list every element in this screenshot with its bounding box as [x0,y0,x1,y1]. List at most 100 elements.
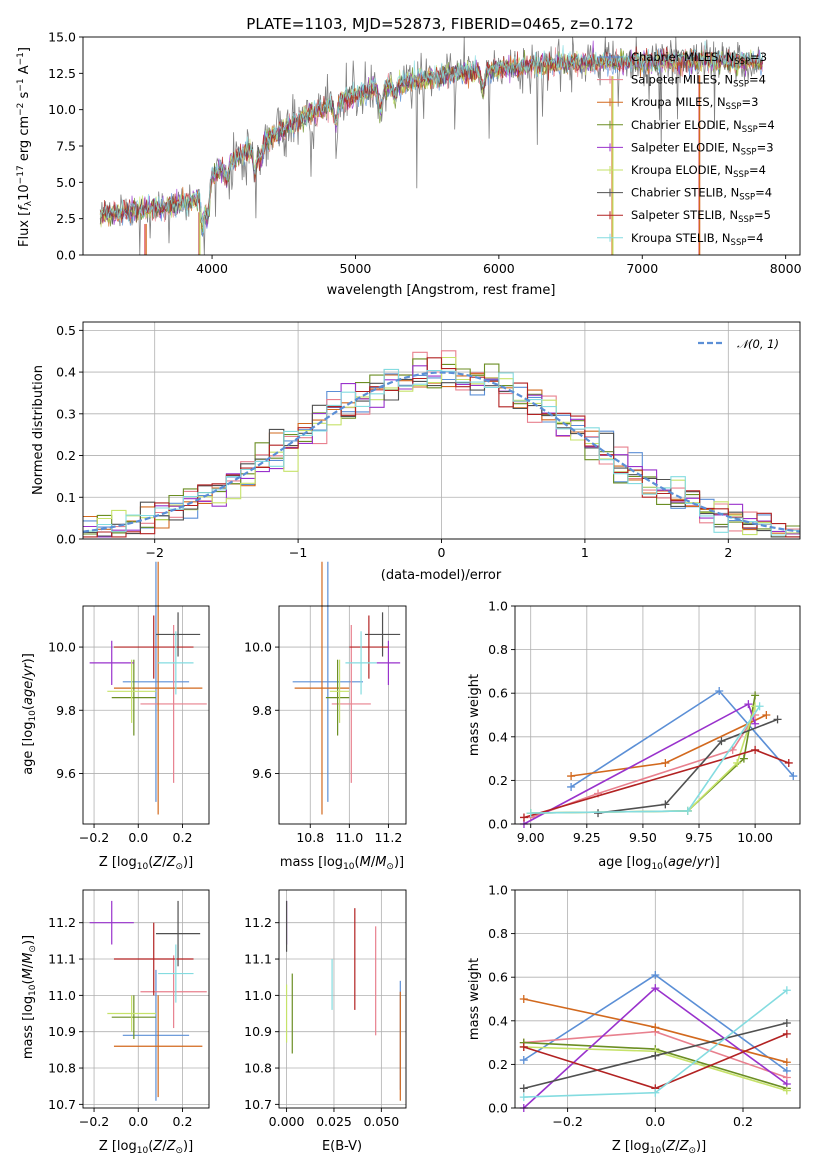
age-vs-metallicity-xlabel: Z [log10(Z/Z⊙)] [99,855,193,872]
mass-weight-marker-chabrier-miles [519,1056,528,1065]
mass-weight-marker-chabrier-stelib [717,737,726,746]
mass-weight-marker-kroupa-stelib [651,1088,660,1097]
mass-vs-ebv-points [285,900,401,1101]
x-tick-label: −1 [289,545,307,560]
y-tick-label: 0.4 [488,729,508,744]
mass-weight-marker-salpeter-stelib [519,813,528,822]
legend-label-salpeter-elodie: Salpeter ELODIE, NSSP=3 [631,140,774,157]
legend-label-salpeter-miles: Salpeter MILES, NSSP=4 [631,73,766,90]
x-tick-label: 10.00 [737,830,773,845]
x-tick-label: 10.8 [296,830,324,845]
x-tick-label: 11.2 [374,830,402,845]
mass-weight-marker-salpeter-stelib [784,758,793,767]
y-tick-label: 0.2 [56,448,76,463]
y-tick-label: 10.8 [48,1061,76,1076]
mass-weight-marker-salpeter-stelib [519,1042,528,1051]
mass-weight-marker-salpeter-elodie [744,700,753,709]
mass-weight-line-chabrier-stelib [597,718,778,814]
y-tick-label: 10.9 [48,1024,76,1039]
mass-weight-vs-age-xlabel: age [log10(age/yr)] [598,855,720,872]
spectrum-ticks: 4000 5000 6000 7000 8000 0.0 2.5 5.0 7.5 10.0 12.5… [48,30,801,277]
mass-weight-marker-kroupa-elodie [733,758,742,767]
mass-weight-marker-chabrier-stelib [773,715,782,724]
x-tick-label: 9.00 [517,830,545,845]
mass-weight-marker-chabrier-stelib [519,1084,528,1093]
y-tick-label: 0.8 [488,926,508,941]
residuals-xlabel: (data-model)/error [381,568,502,583]
mass-weight-marker-chabrier-elodie [751,691,760,700]
mass-weight-marker-chabrier-elodie [739,754,748,763]
x-tick-label: −2 [145,545,163,560]
legend-label-kroupa-miles: Kroupa MILES, NSSP=3 [631,95,758,112]
residuals-ticks: −2 −1 0 1 2 0.0 0.1 0.2 0.3 0.4 0.5 [56,323,732,560]
mass-weight-marker-chabrier-miles [651,971,660,980]
x-tick-label: 6000 [483,261,515,276]
age-vs-mass-points [292,561,401,815]
mass-weight-marker-chabrier-stelib [782,1018,791,1027]
y-tick-label: 0.4 [56,365,76,380]
y-tick-label: 10.0 [244,640,272,655]
age-vs-mass-frame [278,605,407,825]
x-tick-label: 0.0 [645,1114,665,1129]
legend-label-kroupa-stelib: Kroupa STELIB, NSSP=4 [631,231,763,248]
x-tick-label: 0.0 [128,830,148,845]
y-tick-label: 0.6 [488,686,508,701]
y-tick-label: 0.6 [488,970,508,985]
x-tick-label: 2 [724,545,732,560]
residuals-panel: −2 −1 0 1 2 0.0 0.1 0.2 0.3 0.4 0.5 𝒩(0, 1) (data-… [31,321,801,583]
y-tick-label: 10.0 [48,640,76,655]
spectrum-fit-line-kroupa-stelib [99,40,764,234]
mass-weight-vs-metallicity-ylabel: mass weight [467,958,482,1040]
mass-vs-metallicity-frame [82,889,210,1109]
mass-vs-ebv-panel: 0.000 0.025 0.05010.710.810.911.011.111.2 … [244,889,407,1154]
y-tick-label: 9.6 [252,766,272,781]
legend-label-chabrier-miles: Chabrier MILES, NSSP=3 [631,50,767,67]
x-tick-label: −0.2 [79,1114,109,1129]
age-vs-mass-ticks: 10.8 11.0 11.2 9.6 9.8 10.0 [244,640,402,845]
x-tick-label: 9.25 [573,830,601,845]
mass-weight-marker-salpeter-elodie [751,719,760,728]
y-tick-label: 0.5 [56,323,76,338]
mass-weight-marker-kroupa-elodie [782,1086,791,1095]
mass-weight-marker-salpeter-stelib [751,745,760,754]
y-tick-label: 11.1 [48,952,76,967]
residual-histogram-kroupa-stelib [83,368,800,536]
spectrum-title: PLATE=1103, MJD=52873, FIBERID=0465, z=0… [246,15,633,33]
spectrum-legend: Chabrier MILES, NSSP=3 Salpeter MILES, NS… [597,50,775,248]
mass-weight-marker-kroupa-miles [661,758,670,767]
age-vs-metallicity-grid [83,606,209,824]
residuals-frame [82,321,801,540]
y-tick-label: 10.7 [244,1097,272,1112]
mass-weight-vs-metallicity-panel: −0.2 0.0 0.2 0.0 0.2 0.4 0.6 0.8 1.0 Z [log10(Z/… [467,883,801,1156]
age-vs-mass-panel: 10.8 11.0 11.2 9.6 9.8 10.0 mass [log10(M/M⊙)… [244,561,407,872]
y-tick-label: 10.7 [48,1097,76,1112]
y-tick-label: 1.0 [488,883,508,898]
mass-vs-metallicity-points [89,900,207,1101]
x-tick-label: −0.2 [552,1114,582,1129]
y-tick-label: 0.8 [488,642,508,657]
x-tick-label: 0 [438,545,446,560]
mass-weight-vs-metallicity-ticks: −0.2 0.0 0.2 0.0 0.2 0.4 0.6 0.8 1.0 [488,883,753,1130]
x-tick-label: 4000 [196,261,228,276]
y-tick-label: 12.5 [48,66,76,81]
mass-weight-vs-metallicity-xlabel: Z [log10(Z/Z⊙)] [612,1139,706,1156]
mass-weight-marker-kroupa-stelib [526,809,535,818]
normal-legend-label: 𝒩(0, 1) [737,337,779,351]
spectrum-panel: PLATE=1103, MJD=52873, FIBERID=0465, z=0… [16,15,802,298]
y-tick-label: 9.8 [56,703,76,718]
mass-vs-metallicity-panel: −0.2 0.0 0.2 10.7 10.8 10.9 11.0 11.1 11.2 Z [lo… [21,889,210,1156]
y-tick-label: 9.8 [252,703,272,718]
y-tick-label: 0.0 [488,1101,508,1116]
mass-weight-marker-chabrier-miles [789,772,798,781]
x-tick-label: 0.2 [173,830,193,845]
y-tick-label: 9.6 [56,766,76,781]
mass-weight-marker-salpeter-elodie [651,984,660,993]
x-tick-label: 5000 [340,261,372,276]
mass-weight-marker-salpeter-stelib [782,1029,791,1038]
x-tick-label: 8000 [770,261,802,276]
y-tick-label: 0.0 [488,817,508,832]
y-tick-label: 0.2 [488,773,508,788]
mass-vs-ebv-frame [278,889,407,1109]
x-tick-label: 0.000 [269,1114,305,1129]
y-tick-label: 0.4 [488,1013,508,1028]
